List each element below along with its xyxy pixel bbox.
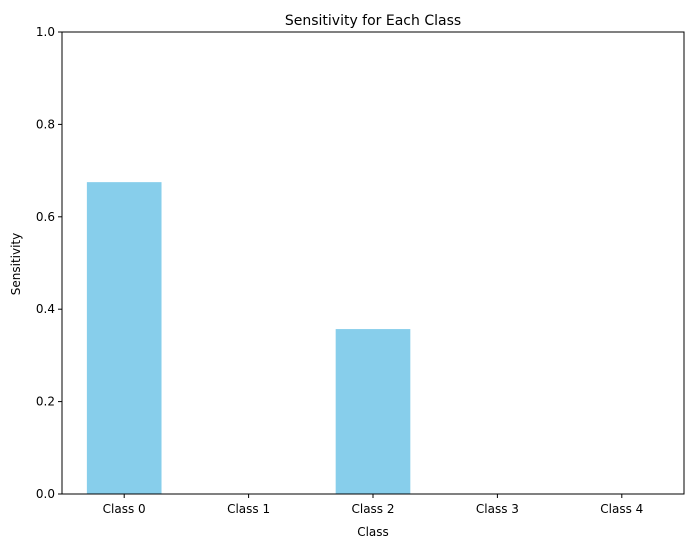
y-axis-label: Sensitivity: [9, 233, 23, 295]
bars-group: [86, 182, 411, 494]
y-axis-ticks: 0.0 0.2 0.4 0.6 0.8 1.0: [36, 25, 62, 501]
plot-frame: [61, 31, 685, 495]
y-tick-label: 1.0: [36, 25, 55, 39]
y-tick-label: 0.6: [36, 210, 55, 224]
x-tick-label: Class 4: [600, 502, 643, 516]
x-tick-label: Class 1: [227, 502, 270, 516]
bar-class-2: [335, 329, 411, 494]
chart-title: Sensitivity for Each Class: [285, 13, 461, 29]
y-tick-label: 0.4: [36, 302, 55, 316]
bar-class-0: [86, 182, 162, 494]
x-tick-label: Class 0: [103, 502, 146, 516]
x-tick-label: Class 3: [476, 502, 519, 516]
y-tick-label: 0.0: [36, 487, 55, 501]
x-tick-label: Class 2: [351, 502, 394, 516]
plot-area: 0.0 0.2 0.4 0.6 0.8 1.0 Class 0 Class 1 Class 2…: [36, 25, 685, 516]
y-tick-label: 0.8: [36, 117, 55, 131]
x-axis-label: Class: [357, 525, 389, 539]
x-axis-ticks: Class 0 Class 1 Class 2 Class 3 Class 4: [103, 494, 643, 516]
y-tick-label: 0.2: [36, 395, 55, 409]
